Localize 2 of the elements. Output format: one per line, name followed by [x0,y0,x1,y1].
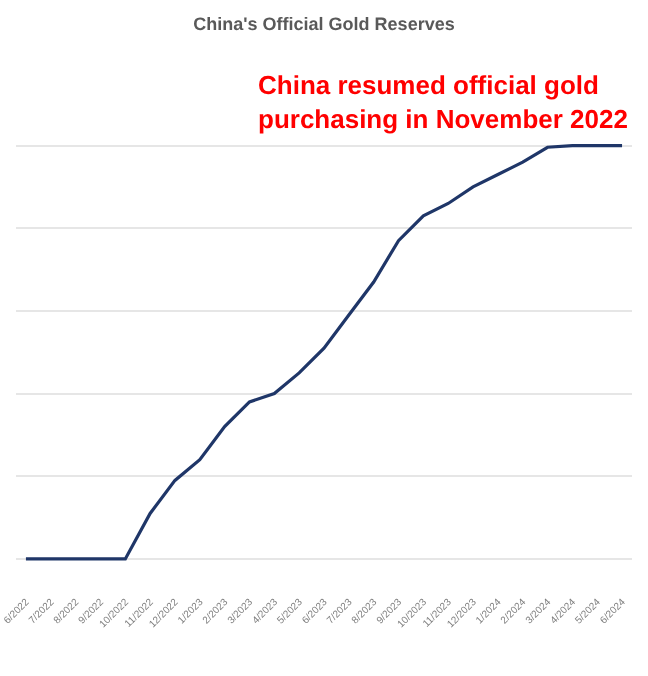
chart-title: China's Official Gold Reserves [193,13,455,34]
text: China resumed official gold purchasing in November 2022 [258,70,628,134]
